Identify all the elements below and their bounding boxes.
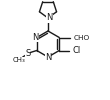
Text: CHO: CHO bbox=[73, 34, 90, 41]
Text: N: N bbox=[46, 14, 53, 22]
Text: N: N bbox=[45, 53, 51, 62]
Text: CH₃: CH₃ bbox=[12, 56, 25, 62]
Text: S: S bbox=[25, 49, 30, 58]
Text: Cl: Cl bbox=[72, 46, 81, 55]
Text: N: N bbox=[33, 32, 39, 42]
